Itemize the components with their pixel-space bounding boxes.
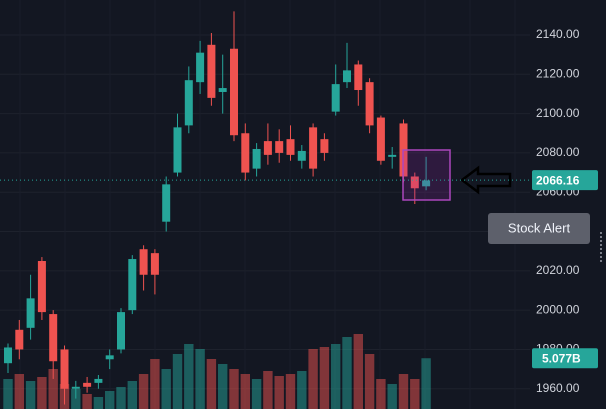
volume-bar xyxy=(25,381,36,409)
candle-body xyxy=(15,329,24,350)
candle-body xyxy=(60,349,69,389)
volume-bar xyxy=(285,374,296,409)
y-tick-label: 2000.00 xyxy=(536,302,580,316)
candle-body xyxy=(117,312,125,350)
y-tick-label: 2020.00 xyxy=(536,263,580,277)
price-label: 2066.16 xyxy=(536,173,580,187)
candle-body xyxy=(207,44,216,98)
candle-body xyxy=(37,261,46,313)
candle-body xyxy=(263,141,272,155)
volume-bar xyxy=(218,364,228,409)
candle-body xyxy=(376,117,385,161)
volume-bar xyxy=(263,371,273,409)
y-tick-label: 2120.00 xyxy=(536,66,580,80)
candle-body xyxy=(422,180,431,187)
candle-body xyxy=(365,82,374,126)
volume-bar xyxy=(331,344,341,409)
y-tick-label: 2100.00 xyxy=(536,106,580,120)
price-axis: 1960.001980.002000.002020.002040.002060.… xyxy=(536,0,580,395)
candle-body xyxy=(26,298,35,328)
volume-bar xyxy=(229,369,239,409)
volume-bar xyxy=(421,358,431,409)
button-bg[interactable] xyxy=(488,213,590,244)
candle-body xyxy=(128,259,137,311)
volume-bar xyxy=(48,369,58,409)
candle-body xyxy=(297,150,306,161)
volume-bar xyxy=(37,377,47,409)
candle-body xyxy=(4,347,12,364)
volume-bar xyxy=(138,374,149,409)
candle-body xyxy=(343,70,351,83)
stock-alert-button[interactable]: Stock Alert xyxy=(488,213,590,244)
volume-bar xyxy=(308,349,318,409)
volume-bar xyxy=(240,374,250,409)
candle-body xyxy=(83,382,92,387)
y-tick-label: 2140.00 xyxy=(536,27,580,41)
button-label[interactable]: Stock Alert xyxy=(508,220,571,235)
volume-bar xyxy=(116,387,126,409)
volume-bar xyxy=(172,354,183,409)
y-tick-label: 2160.00 xyxy=(536,0,580,2)
candle-body xyxy=(331,84,340,112)
y-tick-label: 2080.00 xyxy=(536,145,580,159)
candle-body xyxy=(162,184,171,222)
volume-bar xyxy=(206,359,217,409)
volume-bar xyxy=(364,354,375,409)
volume-bar xyxy=(71,389,81,409)
candle-body xyxy=(320,139,329,153)
volume-bar xyxy=(127,381,137,409)
volume-bar xyxy=(184,344,194,409)
candle-layer xyxy=(4,11,431,405)
volume-bar xyxy=(150,359,160,409)
volume-layer xyxy=(3,334,431,409)
volume-label-bg xyxy=(532,348,598,369)
y-tick-label: 1960.00 xyxy=(536,381,580,395)
candle-body xyxy=(252,148,261,169)
candle-body xyxy=(173,127,182,173)
candle-body xyxy=(196,52,205,83)
candle-body xyxy=(105,355,114,360)
volume-bar xyxy=(353,334,363,409)
highlight-box xyxy=(402,149,451,201)
candle-body xyxy=(388,154,397,157)
volume-bar xyxy=(297,371,307,409)
volume-bar xyxy=(251,379,262,409)
overlay: 2066.16 5.077B xyxy=(0,170,598,369)
candle-body xyxy=(71,386,80,389)
candle-body xyxy=(410,176,419,189)
candle-body xyxy=(275,141,284,153)
volume-bar xyxy=(14,374,24,409)
volume-bar xyxy=(161,369,171,409)
volume-bar xyxy=(319,347,330,409)
candle-body xyxy=(184,80,193,126)
candle-body xyxy=(150,253,159,275)
volume-bar xyxy=(342,337,352,409)
candle-body xyxy=(309,127,318,169)
candle-body xyxy=(230,48,238,136)
candle-body xyxy=(49,314,58,362)
candle-body xyxy=(139,249,148,275)
volume-bar xyxy=(410,379,420,409)
volume-label: 5.077B xyxy=(542,351,581,365)
candle-body xyxy=(286,139,295,155)
volume-bar xyxy=(274,376,284,409)
arrow xyxy=(459,165,512,195)
volume-bar xyxy=(195,349,205,409)
candle-body xyxy=(241,133,250,173)
volume-bar xyxy=(82,394,92,409)
candle-body xyxy=(354,64,363,91)
volume-bar xyxy=(387,384,397,409)
candle-body xyxy=(218,88,227,92)
volume-bar xyxy=(3,379,13,409)
volume-bar xyxy=(93,397,104,409)
price-label-bg xyxy=(532,170,598,191)
candle-body xyxy=(94,378,103,383)
volume-bar xyxy=(376,379,386,409)
volume-bar xyxy=(105,391,115,409)
volume-bar xyxy=(398,374,409,409)
